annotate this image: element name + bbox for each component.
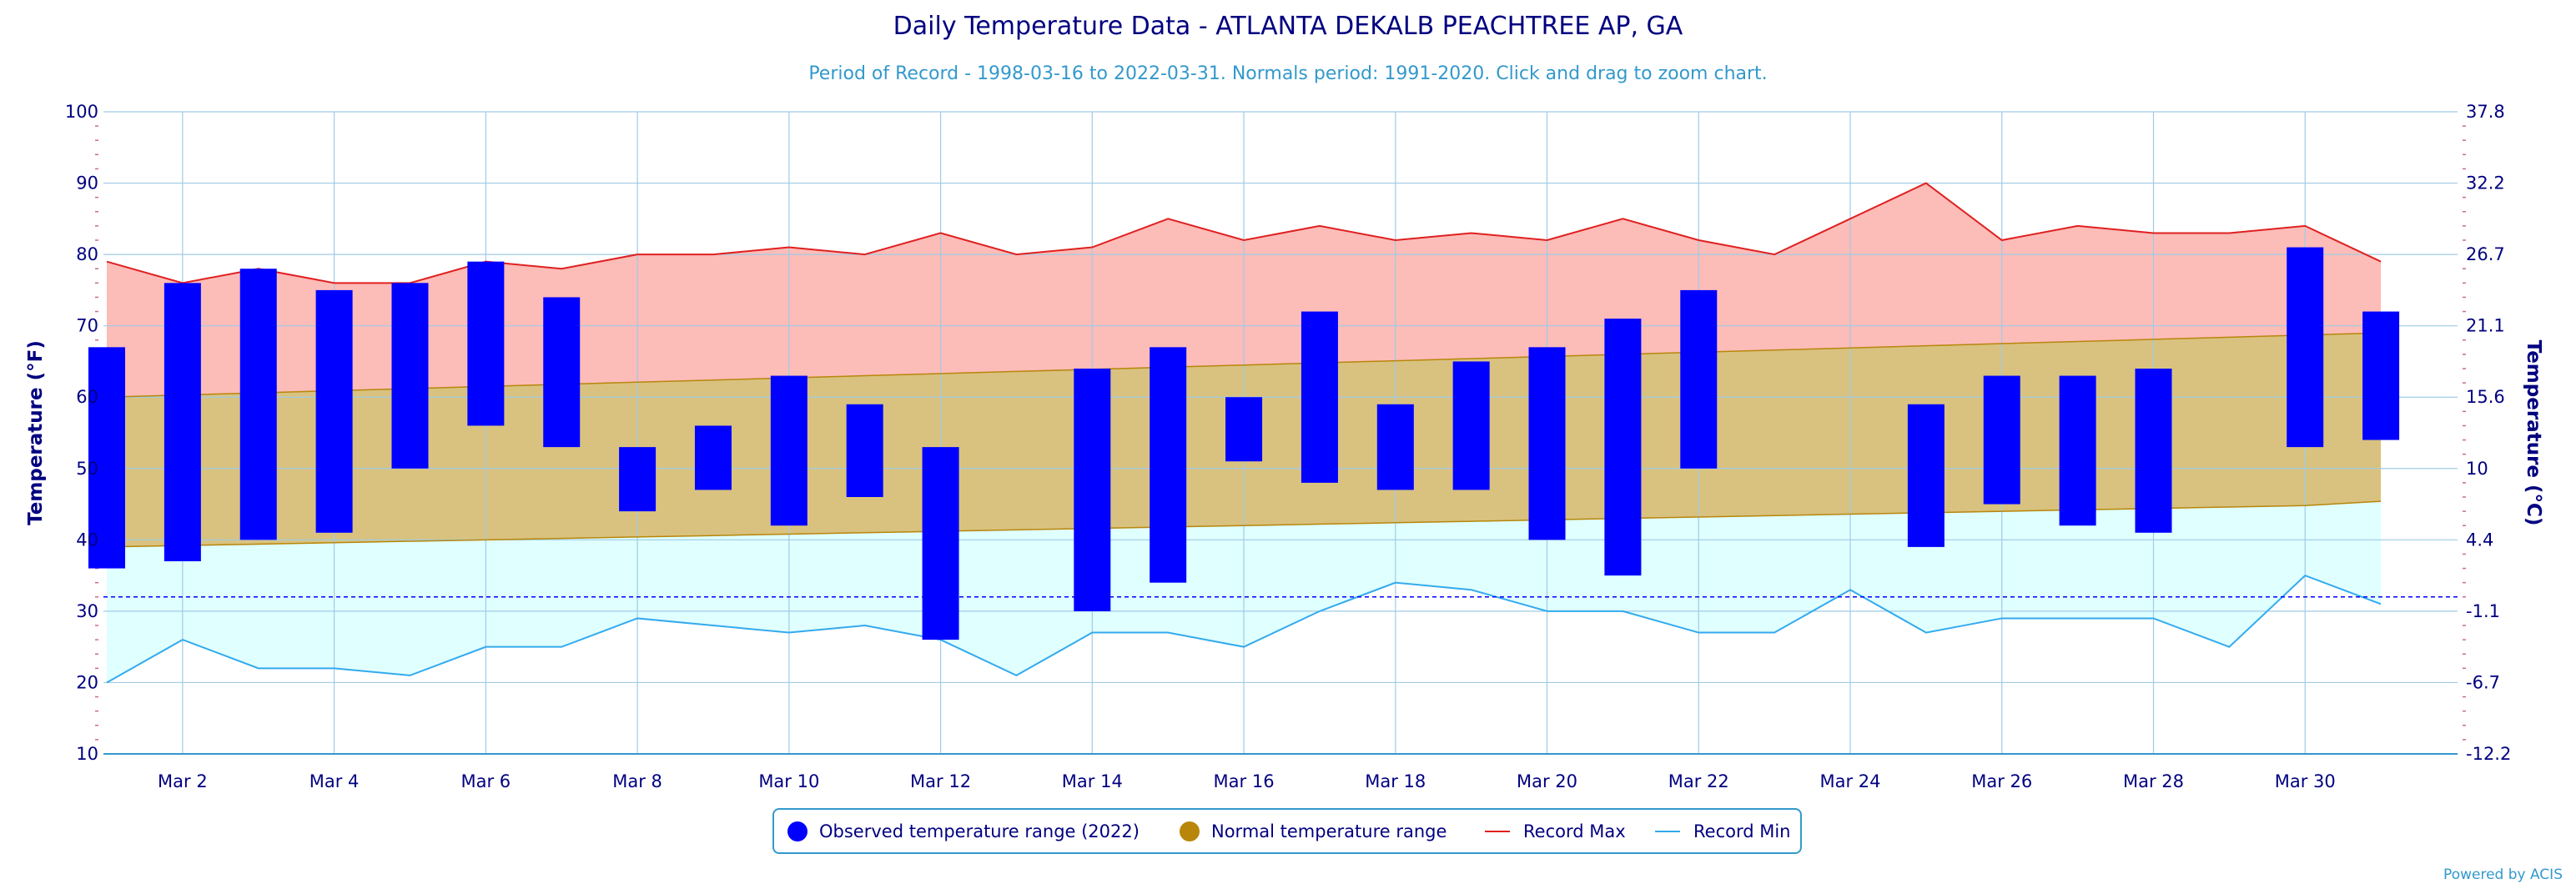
observed-range-bar <box>1301 311 1338 483</box>
y-tick-label: 40 <box>76 530 98 550</box>
x-tick-label: Mar 6 <box>461 771 511 791</box>
y-tick-label: 30 <box>76 601 98 621</box>
normal-marker-icon <box>1180 821 1200 841</box>
observed-range-bar <box>467 261 505 426</box>
observed-range-bar <box>694 425 732 490</box>
observed-range-bar <box>1907 404 1945 547</box>
y-tick-label: 20 <box>76 672 98 692</box>
acis-credit-link[interactable]: Powered by ACIS <box>2443 866 2563 883</box>
x-tick-label: Mar 14 <box>1062 771 1123 791</box>
observed-range-bar <box>315 289 353 533</box>
observed-range-bar <box>1150 347 1187 583</box>
x-tick-label: Mar 22 <box>1668 771 1729 791</box>
y2-tick-label: 4.4 <box>2466 530 2493 550</box>
y2-tick-label: 21.1 <box>2466 316 2505 336</box>
y2-tick-label: -12.2 <box>2466 744 2511 764</box>
observed-range-bar <box>391 283 429 469</box>
observed-range-bar <box>1225 397 1263 462</box>
legend-label-record-max: Record Max <box>1523 821 1626 841</box>
y-tick-label: 80 <box>76 244 98 264</box>
observed-range-bar <box>2135 369 2172 533</box>
record-min-line <box>106 574 2382 684</box>
observed-range-bar <box>2059 375 2096 526</box>
legend-item-record-min[interactable]: Record Min <box>1655 810 1791 852</box>
legend-label-record-min: Record Min <box>1693 821 1791 841</box>
x-tick-label: Mar 2 <box>158 771 208 791</box>
observed-range-bar <box>239 269 277 540</box>
observed-range-bar <box>543 297 581 448</box>
x-tick-label: Mar 20 <box>1517 771 1577 791</box>
observed-range-bar <box>1376 404 1414 490</box>
observed-range-bar <box>619 447 657 512</box>
y2-tick-label: 37.8 <box>2466 102 2505 122</box>
x-tick-label: Mar 30 <box>2275 771 2336 791</box>
y-tick-label: 10 <box>76 744 98 764</box>
x-tick-label: Mar 28 <box>2123 771 2184 791</box>
y-tick-label: 100 <box>65 102 98 122</box>
observed-marker-icon <box>787 821 808 841</box>
y2-tick-label: -1.1 <box>2466 601 2500 621</box>
y-axis-title-left: Temperature (°F) <box>25 340 47 525</box>
observed-range-bar <box>2362 311 2400 440</box>
normal-low-line <box>106 500 2382 548</box>
y-tick-label: 70 <box>76 316 98 336</box>
y-tick-label: 90 <box>76 173 98 193</box>
y-tick-label: 50 <box>76 459 98 479</box>
x-tick-label: Mar 12 <box>910 771 971 791</box>
observed-range-bar <box>1983 375 2020 505</box>
observed-range-bar <box>1680 289 1718 469</box>
legend-item-record-max[interactable]: Record Max <box>1485 810 1626 852</box>
y2-tick-label: 10 <box>2466 459 2488 479</box>
observed-range-bar <box>2287 247 2324 448</box>
observed-range-bar <box>922 447 959 640</box>
x-tick-label: Mar 24 <box>1819 771 1880 791</box>
legend-label-normal: Normal temperature range <box>1211 821 1447 841</box>
legend-item-normal[interactable]: Normal temperature range <box>1180 810 1446 852</box>
observed-range-bar <box>1528 347 1566 540</box>
x-tick-label: Mar 16 <box>1214 771 1275 791</box>
legend-item-observed[interactable]: Observed temperature range (2022) <box>787 810 1140 852</box>
legend-label-observed: Observed temperature range (2022) <box>819 821 1140 841</box>
y2-tick-label: 15.6 <box>2466 387 2505 407</box>
observed-range-bar <box>88 347 125 569</box>
observed-range-bar <box>846 404 883 497</box>
observed-range-bar <box>1074 369 1111 611</box>
observed-range-bar <box>1452 361 1490 490</box>
y-tick-label: 60 <box>76 387 98 407</box>
observed-range-bar <box>1604 319 1642 576</box>
y-axis-title-right: Temperature (°C) <box>2523 340 2544 526</box>
y2-tick-label: -6.7 <box>2466 672 2500 692</box>
x-tick-label: Mar 26 <box>1971 771 2032 791</box>
chart-title: Daily Temperature Data - ATLANTA DEKALB … <box>893 12 1683 41</box>
record-min-line-icon <box>1655 830 1680 832</box>
x-tick-label: Mar 10 <box>758 771 819 791</box>
x-tick-label: Mar 18 <box>1365 771 1426 791</box>
observed-range-bar <box>164 283 201 561</box>
x-tick-label: Mar 4 <box>309 771 360 791</box>
chart-legend: Observed temperature range (2022) Normal… <box>772 808 1802 854</box>
record-max-line-icon <box>1485 830 1510 832</box>
observed-range-bar <box>770 375 808 526</box>
chart-subtitle: Period of Record - 1998-03-16 to 2022-03… <box>808 63 1768 84</box>
y2-tick-label: 32.2 <box>2466 173 2505 193</box>
x-tick-label: Mar 8 <box>612 771 662 791</box>
y2-tick-label: 26.7 <box>2466 244 2505 264</box>
